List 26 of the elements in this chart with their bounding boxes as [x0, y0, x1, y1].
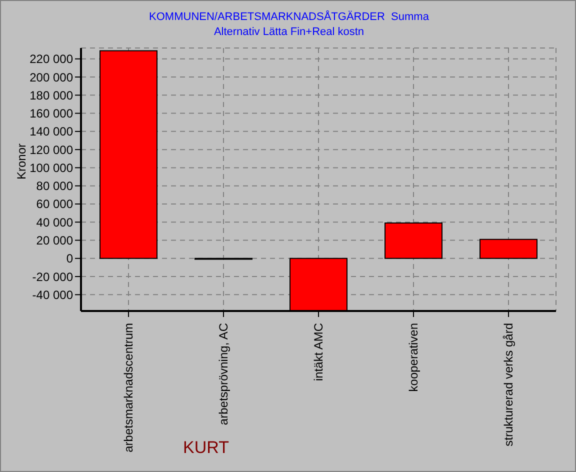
y-tick-label: 80 000: [36, 179, 74, 194]
y-tick-label: -20 000: [32, 270, 74, 284]
y-tick-label: 40 000: [36, 215, 74, 230]
x-tick-label: strukturerad verks gård: [502, 323, 516, 446]
y-tick-label: 20 000: [36, 234, 74, 248]
bar: [100, 50, 158, 259]
chart-title: KOMMUNEN/ARBETSMARKNADSÅTGÄRDER Summa: [148, 11, 430, 23]
bar: [384, 222, 442, 259]
x-tick-label: arbetsmarknadscentrum: [122, 323, 136, 452]
y-tick-label: 160 000: [30, 106, 74, 121]
chart-subtitle: Alternativ Lätta Fin+Real kostn: [212, 26, 366, 38]
y-tick-label: 100 000: [30, 160, 74, 175]
y-tick-label: 220 000: [30, 52, 74, 66]
y-tick-label: -40 000: [32, 288, 74, 302]
y-tick-label: 200 000: [30, 70, 74, 84]
y-tick-label: 60 000: [36, 197, 74, 212]
y-axis-title: Kronor: [14, 143, 28, 180]
x-tick-label: kooperativen: [406, 323, 420, 392]
y-tick-label: 140 000: [30, 124, 74, 139]
y-tick-label: 120 000: [30, 142, 74, 157]
y-tick-label: 180 000: [30, 88, 74, 102]
x-tick-label: arbetsprövning, AC: [216, 322, 230, 426]
x-tick-label: intäkt AMC: [312, 322, 326, 382]
y-tick-label: 0: [66, 252, 74, 266]
x-axis-title: KURT: [182, 438, 230, 458]
bar: [480, 238, 538, 259]
